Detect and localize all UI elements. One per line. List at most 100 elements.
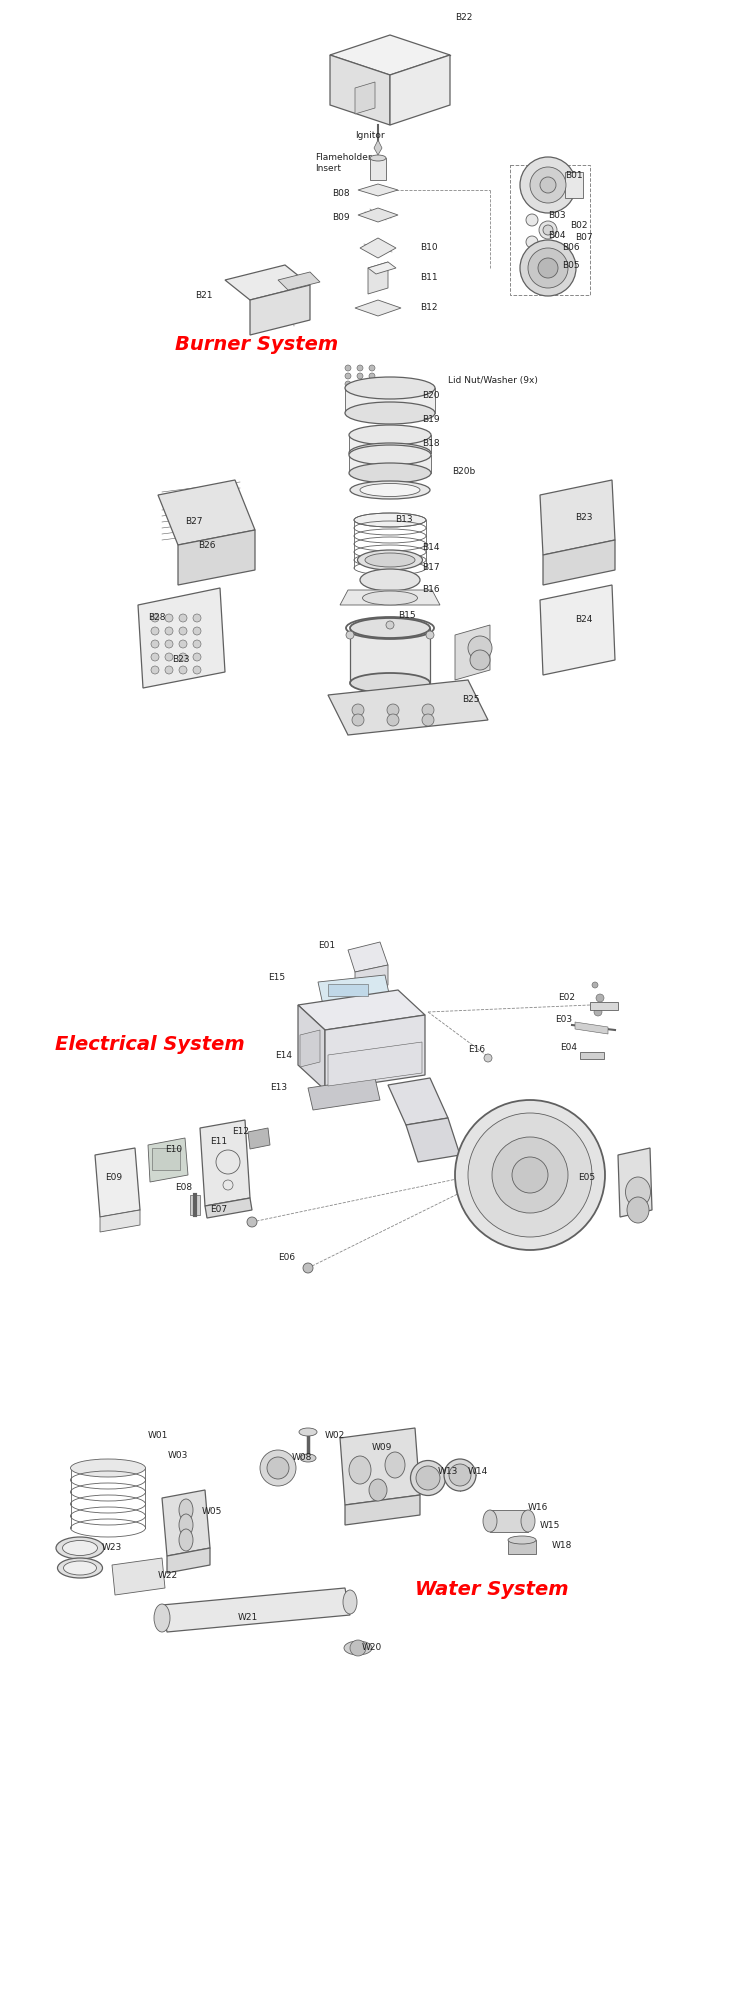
Bar [328,984,368,996]
Circle shape [468,636,492,660]
Text: B24: B24 [575,616,593,624]
Text: E08: E08 [175,1184,192,1192]
Text: B05: B05 [562,260,580,270]
Text: B06: B06 [562,244,580,252]
Circle shape [267,1456,289,1480]
Circle shape [193,628,201,636]
Circle shape [386,620,394,628]
Polygon shape [358,184,398,196]
Polygon shape [138,588,225,688]
Circle shape [352,714,364,726]
Circle shape [151,652,159,660]
Text: B25: B25 [462,696,480,704]
Circle shape [165,640,173,648]
Text: Ignitor: Ignitor [355,130,384,140]
Polygon shape [95,1148,140,1216]
Circle shape [528,248,568,288]
Circle shape [422,704,434,716]
Ellipse shape [626,1176,650,1206]
Text: W15: W15 [540,1520,560,1530]
Circle shape [369,372,375,380]
Ellipse shape [360,484,420,496]
Text: Burner System: Burner System [175,334,338,354]
Ellipse shape [416,1466,440,1490]
Text: B20b: B20b [452,468,475,476]
Circle shape [346,632,354,640]
Polygon shape [355,966,388,992]
Text: B21: B21 [195,290,213,300]
Circle shape [345,380,351,388]
Polygon shape [368,262,388,294]
Circle shape [543,224,553,234]
Text: B16: B16 [422,586,440,594]
Polygon shape [328,680,488,734]
Ellipse shape [300,1454,316,1462]
Text: E07: E07 [210,1206,227,1214]
Circle shape [512,1156,548,1192]
Bar [190,1194,200,1214]
Circle shape [352,704,364,716]
Circle shape [530,168,566,204]
Text: E10: E10 [165,1146,182,1154]
Circle shape [422,714,434,726]
Text: B14: B14 [422,544,439,552]
Ellipse shape [349,426,431,446]
Bar [508,1540,536,1554]
Circle shape [345,364,351,372]
Text: W01: W01 [148,1430,168,1440]
Text: B23: B23 [172,656,190,664]
Text: W09: W09 [372,1444,393,1452]
Polygon shape [225,264,310,300]
Ellipse shape [63,1560,96,1576]
Polygon shape [540,480,615,554]
Polygon shape [330,54,390,124]
Ellipse shape [357,550,423,570]
Circle shape [345,372,351,380]
Text: E09: E09 [105,1174,122,1182]
Circle shape [470,650,490,670]
Polygon shape [618,1148,652,1216]
Polygon shape [355,82,375,114]
Polygon shape [358,208,398,222]
Polygon shape [340,590,440,604]
Text: B28: B28 [148,614,165,622]
Polygon shape [250,284,310,334]
Text: B03: B03 [548,210,566,220]
Text: B22: B22 [455,14,472,22]
Circle shape [179,640,187,648]
Ellipse shape [444,1460,476,1492]
Polygon shape [340,1428,420,1504]
Bar [350,628,430,684]
Text: W18: W18 [552,1540,572,1550]
Circle shape [179,652,187,660]
Polygon shape [328,1042,422,1086]
Text: Lid Nut/Washer (9x): Lid Nut/Washer (9x) [448,376,538,384]
Circle shape [151,666,159,674]
Circle shape [193,640,201,648]
Text: E15: E15 [268,974,285,982]
Polygon shape [455,624,490,680]
Circle shape [369,380,375,388]
Text: W20: W20 [362,1644,382,1652]
Polygon shape [100,1210,140,1232]
Circle shape [151,628,159,636]
Polygon shape [355,300,401,316]
Polygon shape [158,480,255,544]
Circle shape [260,1450,296,1486]
Text: Flameholder
Insert: Flameholder Insert [315,154,371,172]
Polygon shape [112,1558,165,1596]
Text: Water System: Water System [415,1580,569,1600]
Circle shape [350,1640,366,1656]
Circle shape [594,1008,602,1016]
Circle shape [165,628,173,636]
Ellipse shape [365,552,415,568]
Bar [580,1052,604,1060]
Circle shape [179,628,187,636]
Ellipse shape [71,1460,145,1476]
Ellipse shape [56,1536,104,1560]
Text: B15: B15 [398,610,416,620]
Text: W03: W03 [168,1450,188,1460]
Text: E06: E06 [278,1254,295,1262]
Circle shape [526,236,538,248]
Circle shape [526,214,538,226]
